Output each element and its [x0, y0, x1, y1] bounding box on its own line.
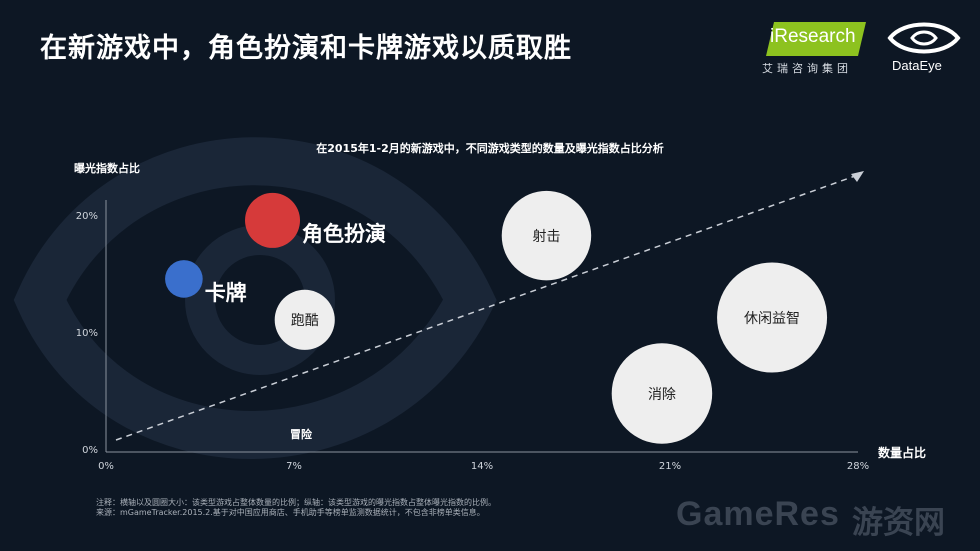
bubble-label: 休闲益智 [744, 310, 801, 327]
bubble-point [165, 260, 203, 298]
x-tick-label: 21% [658, 461, 682, 472]
bubble-point [274, 289, 335, 350]
y-axis-label: 曝光指数占比 [74, 162, 140, 175]
footnote-source: 来源：mGameTracker.2015.2.基于对中国应用商店、手机助手等榜单… [96, 508, 485, 517]
x-tick-label: 14% [470, 461, 494, 472]
x-axis-label: 数量占比 [878, 446, 927, 460]
dataeye-logo-text: DataEye [892, 58, 942, 73]
bubble-point [611, 343, 713, 444]
bubble-point [245, 192, 301, 248]
iresearch-logo: iResearch 艾瑞咨询集团 [762, 22, 868, 78]
bubble-label: 角色扮演 [302, 222, 386, 247]
dataeye-eye-icon [887, 22, 961, 54]
y-tick-label: 10% [75, 328, 98, 340]
footnote-annotation: 注释：横轴以及圆圈大小：该类型游戏占整体数量的比例；纵轴：该类型游戏的曝光指数占… [96, 498, 496, 507]
chart-title: 在2015年1-2月的新游戏中，不同游戏类型的数量及曝光指数占比分析 [316, 142, 664, 155]
bubble-point [501, 190, 592, 281]
bubble-label: 射击 [532, 228, 561, 245]
watermark-cn-text: 游资网 [852, 505, 945, 541]
iresearch-logo-subtitle: 艾瑞咨询集团 [762, 62, 852, 75]
dataeye-logo: DataEye [884, 18, 964, 78]
bubble-label: 跑酷 [290, 312, 319, 329]
trend-arrow-line [115, 175, 856, 441]
x-tick-label: 7% [286, 461, 302, 472]
watermark-text: GameRes [676, 495, 840, 533]
y-tick-label: 0% [82, 445, 98, 456]
trend-arrow-head [851, 171, 864, 182]
bubble-label: 消除 [647, 386, 676, 403]
iresearch-logo-text: iResearch [770, 26, 856, 47]
bubble-point [717, 262, 828, 373]
bubble-label: 冒险 [290, 428, 313, 442]
y-tick-label: 20% [75, 211, 98, 223]
page-title: 在新游戏中，角色扮演和卡牌游戏以质取胜 [40, 33, 572, 64]
x-tick-label: 28% [846, 461, 870, 472]
bubble-label: 卡牌 [204, 280, 247, 305]
x-tick-label: 0% [98, 461, 114, 472]
